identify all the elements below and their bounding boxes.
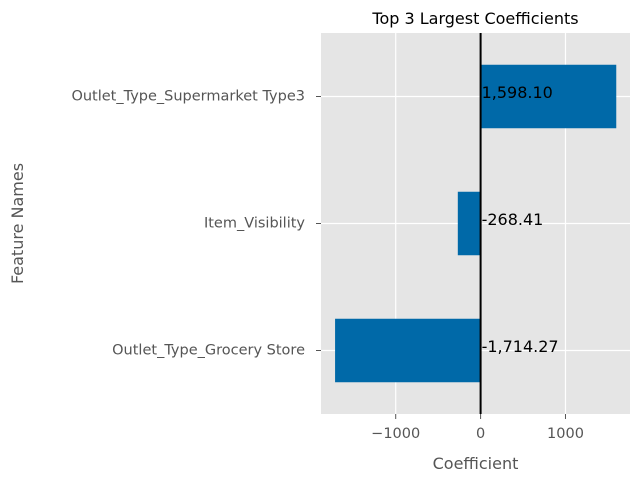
bar (457, 191, 481, 256)
x-axis-ticks: −1000 0 1000 (371, 414, 584, 442)
bars (335, 64, 617, 383)
data-labels: 1,598.10 -268.41 -1,714.27 (482, 83, 559, 356)
bar (335, 318, 481, 383)
x-tick-label: 0 (476, 426, 485, 442)
data-label: 1,598.10 (482, 83, 553, 102)
y-tick-label: Outlet_Type_Supermarket Type3 (71, 89, 305, 105)
bar (480, 64, 617, 129)
chart-title: Top 3 Largest Coefficients (371, 9, 578, 28)
y-axis-label: Feature Names (8, 163, 27, 284)
data-label: -1,714.27 (482, 337, 559, 356)
x-axis-label: Coefficient (433, 454, 519, 473)
y-axis-ticks: Outlet_Type_Supermarket Type3 Item_Visibi… (71, 89, 321, 359)
data-label: -268.41 (482, 210, 544, 229)
y-tick-label: Item_Visibility (204, 216, 305, 232)
x-tick-label: 1000 (547, 426, 584, 442)
y-tick-label: Outlet_Type_Grocery Store (112, 343, 305, 359)
x-tick-label: −1000 (371, 426, 420, 442)
